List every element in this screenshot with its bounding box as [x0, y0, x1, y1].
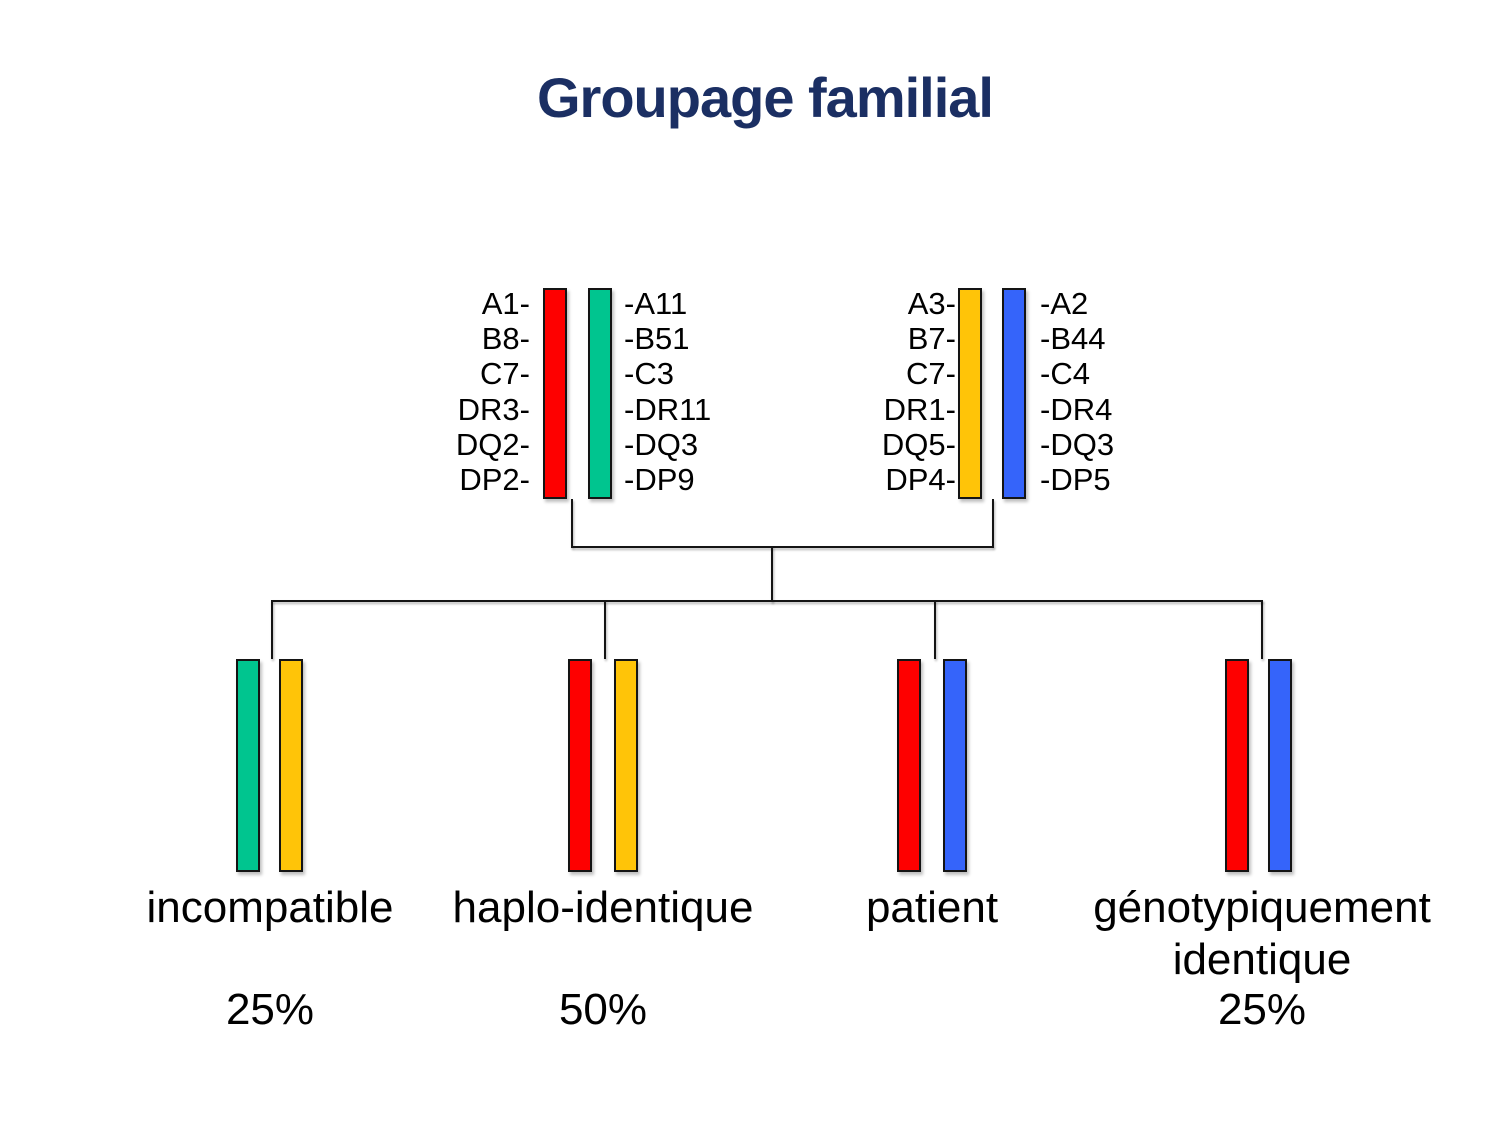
connector-stub-left-parent: [571, 499, 573, 547]
hla-label: -DP5: [1040, 462, 1111, 498]
hla-label: DP2-: [459, 462, 530, 498]
child-haplo-identique-bar-red: [568, 659, 592, 872]
hla-label: B8-: [481, 321, 530, 357]
child-incompatible-bar-green: [236, 659, 260, 872]
connector-parents-horizontal: [571, 546, 994, 548]
child-label-incompatible: incompatible: [146, 883, 394, 932]
child-patient-bar-blue: [943, 659, 967, 872]
child-haplo-identique-bar-yellow: [614, 659, 638, 872]
left-parent-hla-labels-left: A1- B8- C7- DR3- DQ2- DP2-: [330, 286, 530, 497]
hla-label: -B51: [624, 321, 690, 357]
connector-stub-right-parent: [992, 499, 994, 547]
hla-label: DR3-: [457, 391, 530, 427]
right-parent-haplotype-bar-yellow: [958, 288, 982, 499]
connector-drop-genotypiquement-identique: [1261, 600, 1263, 659]
child-genotypiquement-bar-blue: [1268, 659, 1292, 872]
child-incompatible-bar-yellow: [279, 659, 303, 872]
child-label-haplo-identique: haplo-identique: [452, 883, 754, 932]
connector-center-vertical: [771, 546, 773, 602]
hla-label: A1-: [481, 286, 530, 321]
child-patient-bar-red: [897, 659, 921, 872]
hla-label: A3-: [907, 286, 956, 321]
child-label-line-1: génotypiquement: [1093, 883, 1431, 932]
child-genotypiquement-bar-red: [1225, 659, 1249, 872]
hla-label: DQ2-: [455, 426, 530, 462]
hla-label: DR1-: [883, 391, 956, 427]
left-parent-haplotype-bar-green: [588, 288, 612, 499]
hla-label: -B44: [1040, 321, 1106, 357]
right-parent-hla-labels-left: A3- B7- C7- DR1- DQ5- DP4-: [756, 286, 956, 497]
right-parent-hla-labels-right: -A2 -B44 -C4 -DR4 -DQ3 -DP5: [1040, 286, 1240, 497]
percent-haplo-identique: 50%: [558, 985, 648, 1034]
left-parent-haplotype-bar-red: [543, 288, 567, 499]
connector-children-horizontal: [271, 600, 1263, 602]
percent-genotypiquement-identique: 25%: [1217, 985, 1307, 1034]
hla-label: C7-: [906, 356, 956, 392]
hla-label: -DQ3: [624, 426, 699, 462]
hla-label: -A2: [1040, 286, 1089, 321]
child-label-line-2: identique: [1172, 935, 1352, 984]
hla-label: DQ5-: [881, 426, 956, 462]
connector-drop-haplo-identique: [604, 600, 606, 659]
connector-drop-patient: [934, 600, 936, 659]
hla-label: -DP9: [624, 462, 695, 498]
hla-label: -DR4: [1040, 391, 1113, 427]
hla-label: -DR11: [624, 391, 712, 427]
page-title: Groupage familial: [537, 66, 994, 129]
hla-label: B7-: [907, 321, 956, 357]
connector-drop-incompatible: [271, 600, 273, 659]
left-parent-hla-labels-right: -A11 -B51 -C3 -DR11 -DQ3 -DP9: [624, 286, 824, 497]
child-label-patient: patient: [865, 883, 999, 932]
hla-label: -A11: [624, 286, 688, 321]
hla-label: DP4-: [885, 462, 956, 498]
hla-label: C7-: [480, 356, 530, 392]
hla-label: -C3: [624, 356, 674, 392]
child-label-genotypiquement-identique: génotypiquement identique: [1062, 882, 1462, 986]
right-parent-haplotype-bar-blue: [1002, 288, 1026, 499]
percent-incompatible: 25%: [225, 985, 315, 1034]
hla-label: -DQ3: [1040, 426, 1115, 462]
hla-label: -C4: [1040, 356, 1090, 392]
